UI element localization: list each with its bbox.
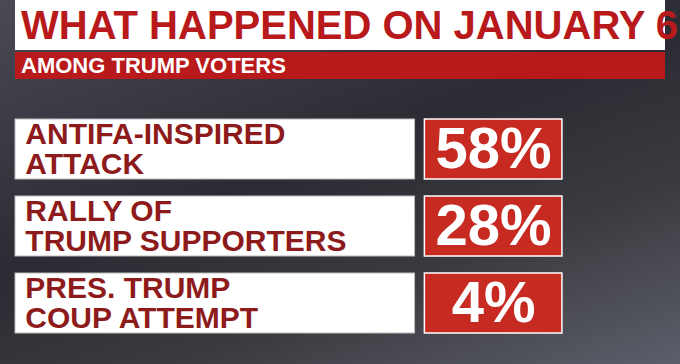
svg-text:58%: 58%	[436, 115, 552, 180]
svg-text:28%: 28%	[436, 192, 552, 257]
svg-text:RALLY OFTRUMP SUPPORTERS: RALLY OFTRUMP SUPPORTERS	[25, 194, 346, 257]
html-text:AMONG TRUMP VOTERS: AMONG TRUMP VOTERS	[21, 53, 286, 78]
svg-text:ANTIFA-INSPIREDATTACK: ANTIFA-INSPIREDATTACK	[25, 117, 285, 180]
svg-text:PRES. TRUMPCOUP ATTEMPT: PRES. TRUMPCOUP ATTEMPT	[25, 271, 258, 334]
svg-text:4%: 4%	[452, 269, 536, 334]
